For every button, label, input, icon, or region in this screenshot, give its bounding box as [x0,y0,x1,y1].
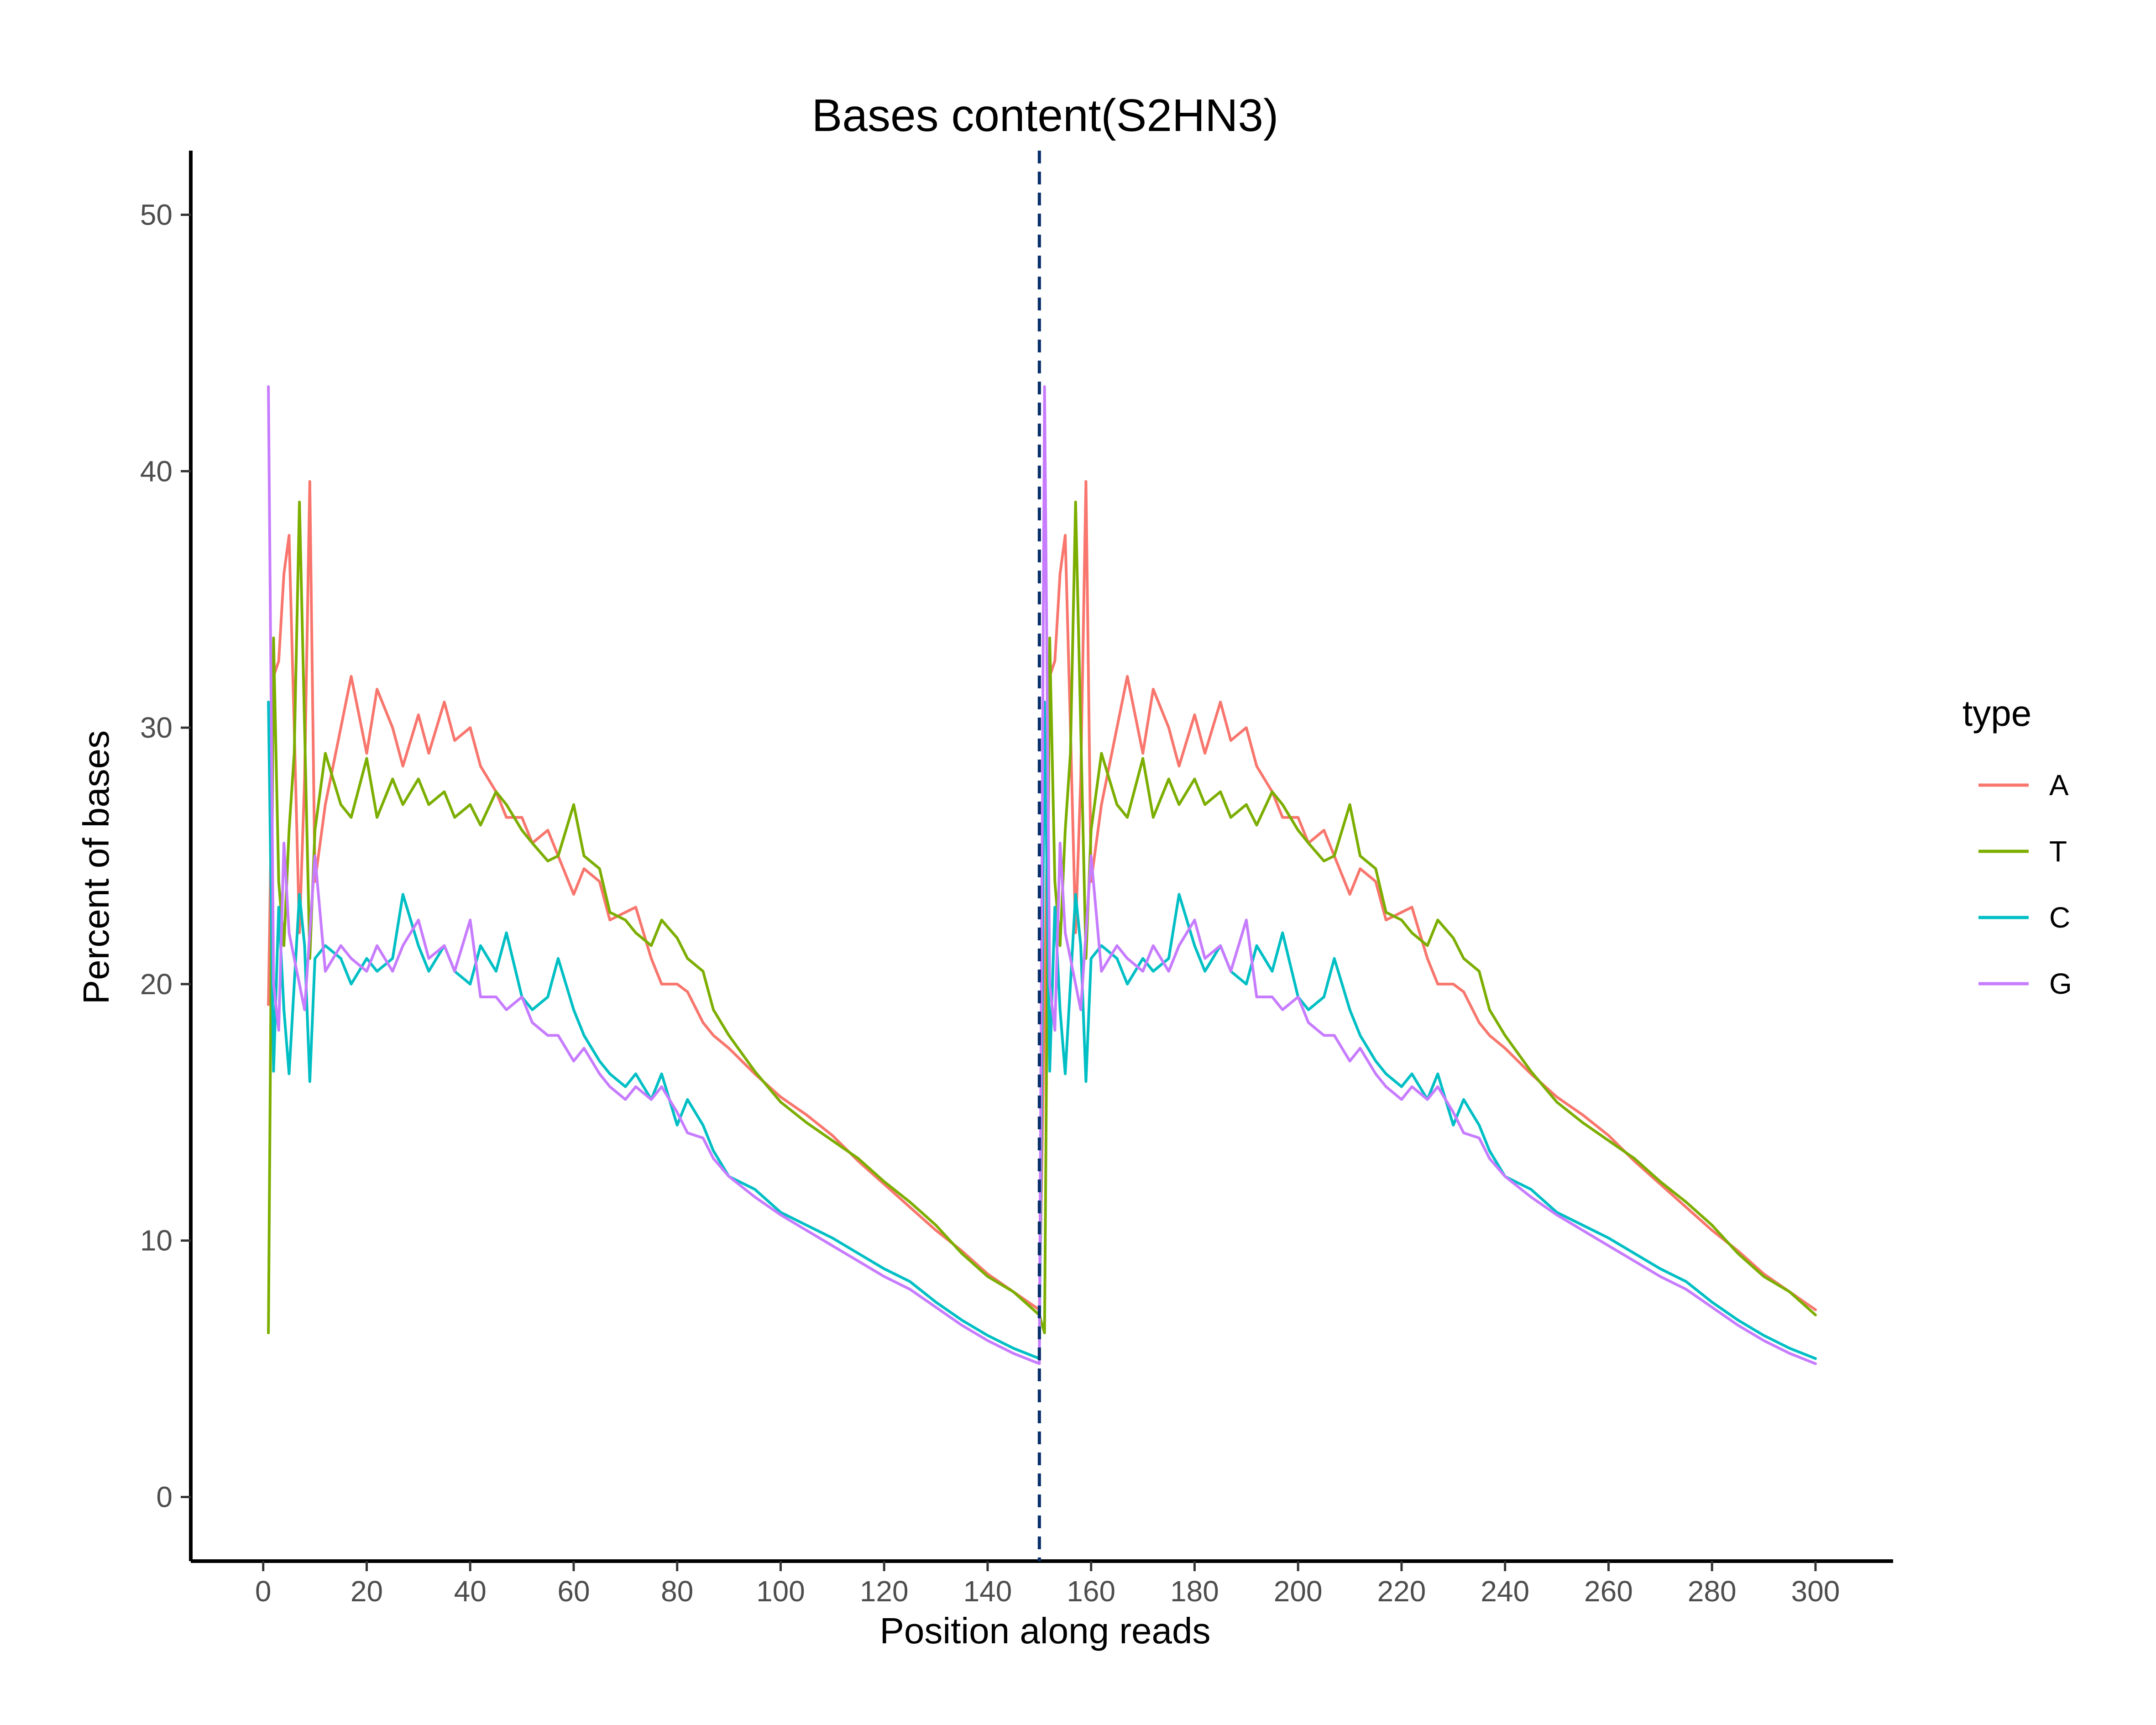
x-tick-label: 120 [860,1575,909,1608]
x-tick-label: 220 [1377,1575,1426,1608]
legend-label-A: A [2049,769,2069,802]
y-tick-label: 40 [140,455,173,488]
legend-label-T: T [2049,835,2067,868]
x-tick-label: 100 [756,1575,805,1608]
legend-label-G: G [2049,967,2072,1000]
series-line-G [267,385,1817,1365]
plot-area: 0 10 20 30 40 50 0 20 40 60 80 100 120 140 160 180 200 22… [140,151,1893,1608]
y-tick-label: 50 [140,198,173,231]
x-tick-label: 200 [1274,1575,1323,1608]
x-tick-label: 20 [351,1575,383,1608]
x-tick-label: 160 [1067,1575,1115,1608]
x-tick-label: 140 [963,1575,1012,1608]
y-axis-title: Percent of bases [76,730,116,1004]
x-tick-label: 280 [1688,1575,1737,1608]
x-tick-label: 40 [454,1575,487,1608]
x-tick-label: 0 [255,1575,272,1608]
x-tick-label: 60 [557,1575,590,1608]
y-tick-label: 0 [156,1481,173,1514]
x-tick-label: 260 [1584,1575,1633,1608]
y-tick-label: 30 [140,711,173,744]
x-tick-label: 300 [1791,1575,1840,1608]
chart-title: Bases content(S2HN3) [812,90,1279,141]
legend-label-C: C [2049,901,2070,934]
x-tick-label: 180 [1170,1575,1219,1608]
legend-title: type [1962,693,2031,734]
series-line-T [267,500,1817,1334]
x-tick-label: 240 [1481,1575,1529,1608]
y-tick-label: 20 [140,968,173,1001]
x-axis-title: Position along reads [880,1610,1211,1651]
x-tick-label: 80 [661,1575,693,1608]
y-tick-label: 10 [140,1224,173,1257]
